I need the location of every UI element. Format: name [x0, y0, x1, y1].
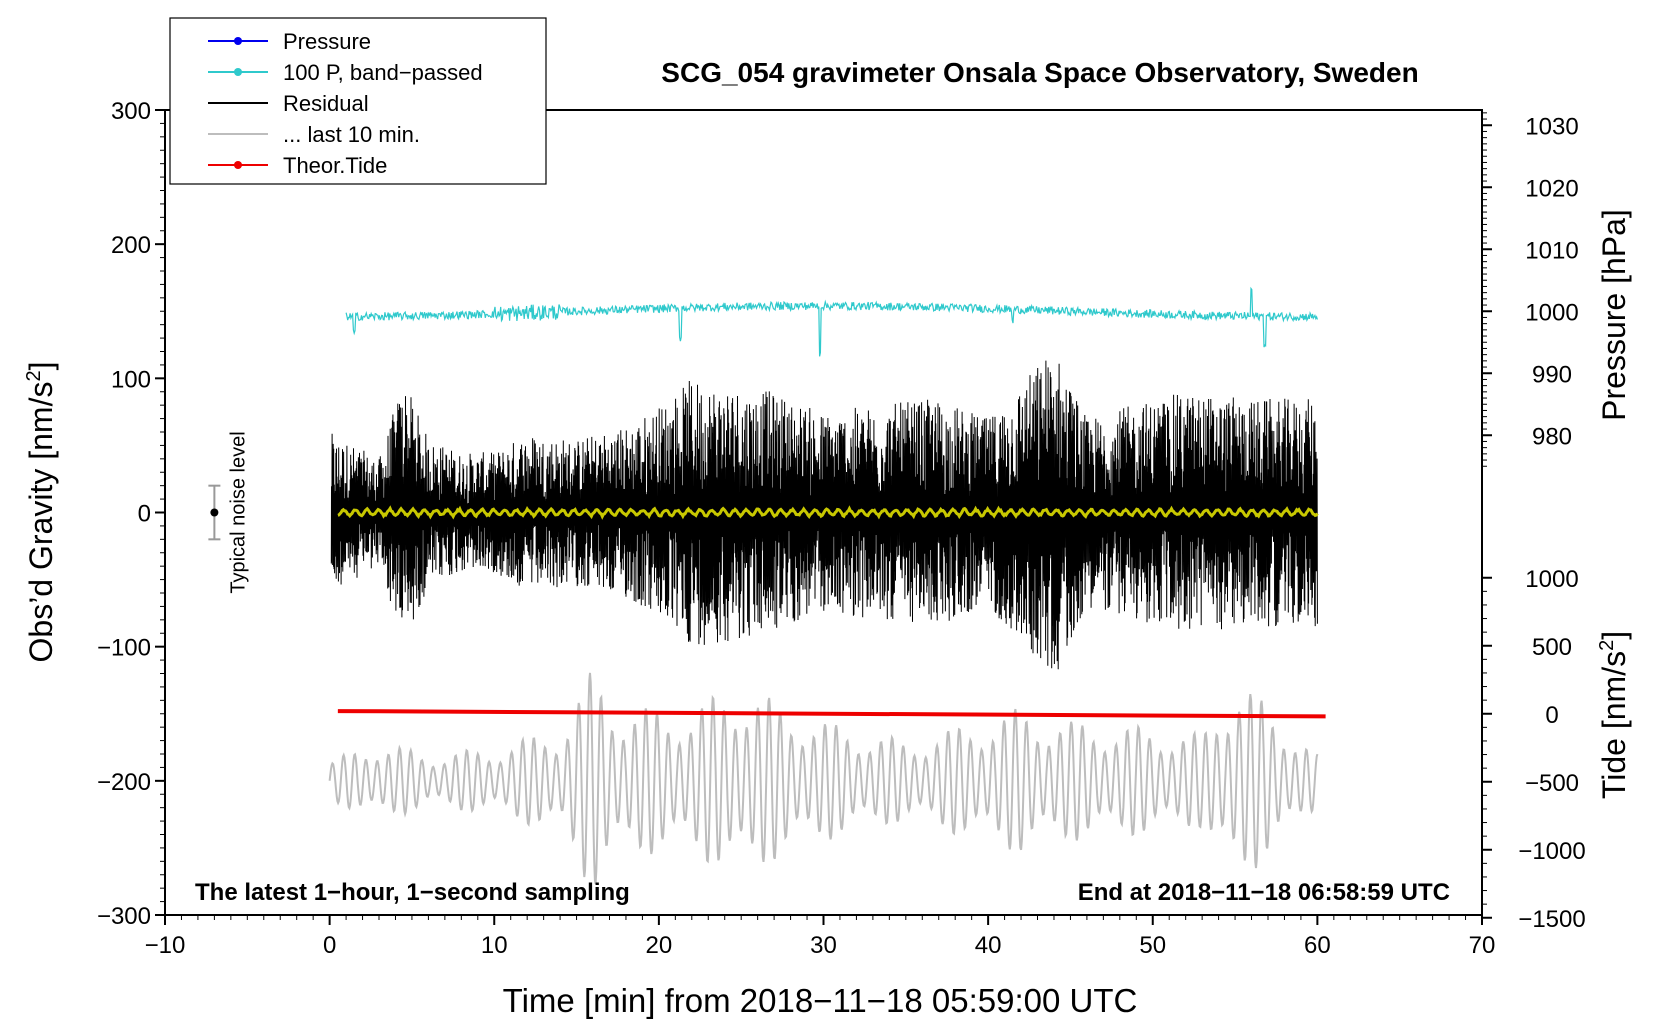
noise-level-indicator: Typical noise level — [208, 431, 249, 594]
x-tick-label: 0 — [323, 932, 336, 959]
legend-marker — [234, 161, 242, 169]
series-residual-smoothed — [337, 505, 1319, 520]
legend: Pressure 100 P, band−passed Residual ... la… — [169, 17, 547, 185]
tide-axis-label: Tide [nm/s2] — [1596, 631, 1632, 799]
legend-marker — [234, 37, 242, 45]
x-tick-label: 10 — [481, 932, 508, 959]
tide-tick-label: −500 — [1525, 770, 1579, 797]
pressure-tick-label: 1010 — [1525, 237, 1578, 264]
x-tick-label: −10 — [145, 932, 186, 959]
pressure-tick-label: 980 — [1532, 423, 1572, 450]
legend-label: ... last 10 min. — [283, 122, 420, 147]
tide-tick-label: −1000 — [1518, 838, 1585, 865]
x-tick-label: 60 — [1304, 932, 1331, 959]
x-tick-label: 70 — [1469, 932, 1496, 959]
y-tick-label: 100 — [111, 366, 151, 393]
pressure-tick-label: 1000 — [1525, 299, 1578, 326]
series-residual — [330, 360, 1318, 670]
y-tick-label: 200 — [111, 232, 151, 259]
y-tick-label: −300 — [97, 903, 151, 930]
pressure-tick-label: 1020 — [1525, 175, 1578, 202]
legend-label: 100 P, band−passed — [283, 60, 483, 85]
noise-level-label: Typical noise level — [227, 431, 249, 593]
legend-label: Pressure — [283, 29, 371, 54]
series-layer — [328, 286, 1326, 885]
tide-tick-label: 500 — [1532, 634, 1572, 661]
noise-bar-point — [210, 508, 219, 517]
chart-title: SCG_054 gravimeter Onsala Space Observat… — [661, 57, 1418, 88]
y-tick-label: 300 — [111, 98, 151, 125]
tide-tick-label: 1000 — [1525, 566, 1578, 593]
x-tick-label: 20 — [646, 932, 673, 959]
x-tick-label: 50 — [1139, 932, 1166, 959]
y-tick-label: −200 — [97, 769, 151, 796]
x-tick-label: 40 — [975, 932, 1002, 959]
annotation-end-time: End at 2018−11−18 06:58:59 UTC — [1078, 879, 1450, 906]
pressure-axis-label: Pressure [hPa] — [1596, 209, 1632, 421]
pressure-tick-label: 1030 — [1525, 113, 1578, 140]
tide-tick-label: 0 — [1545, 702, 1558, 729]
legend-marker — [234, 68, 242, 76]
series-last-10-min — [328, 672, 1319, 885]
series-pressure-bandpassed — [345, 286, 1318, 357]
pressure-tick-label: 990 — [1532, 361, 1572, 388]
tide-tick-label: −1500 — [1518, 906, 1585, 933]
x-tick-label: 30 — [810, 932, 837, 959]
axis-ticks: −10 0 10 20 30 40 50 60 703002001000−100−200−300… — [97, 98, 1586, 959]
y-tick-label: −100 — [97, 635, 151, 662]
y-tick-label: 0 — [138, 501, 151, 528]
legend-box — [169, 17, 547, 185]
legend-label: Residual — [283, 91, 369, 116]
y-axis-label: Obs’d Gravity [nm/s2] — [23, 362, 59, 663]
x-axis-label: Time [min] from 2018−11−18 05:59:00 UTC — [503, 982, 1138, 1019]
annotation-latest-hour: The latest 1−hour, 1−second sampling — [195, 879, 630, 906]
series-theor-tide — [337, 709, 1326, 719]
legend-label: Theor.Tide — [283, 153, 387, 178]
